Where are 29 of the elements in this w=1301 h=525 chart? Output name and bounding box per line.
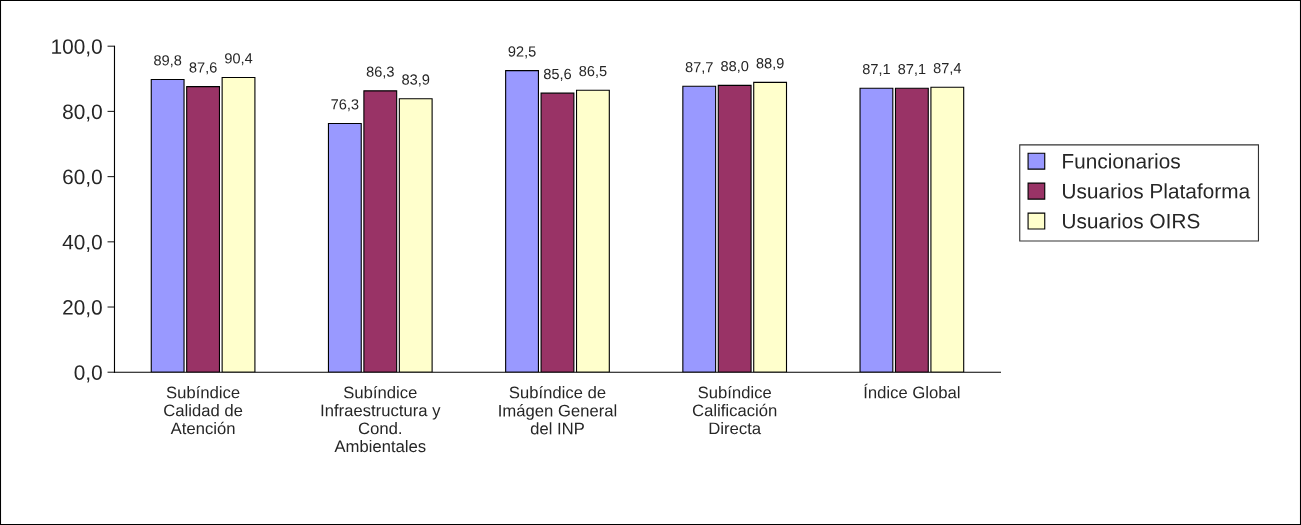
x-tick-label: Índice Global bbox=[864, 383, 960, 399]
x-tick-label: Subíndice Calificación Directa bbox=[692, 385, 777, 435]
data-label: 76,3 bbox=[331, 99, 359, 112]
x-tick-label: Subíndice Calidad de Atención bbox=[164, 385, 243, 435]
data-label: 87,7 bbox=[685, 61, 713, 75]
data-label: 86,3 bbox=[366, 66, 394, 79]
y-tick-label: 80,0 bbox=[63, 104, 102, 122]
data-label: 83,9 bbox=[402, 74, 430, 87]
y-tick-label: 60,0 bbox=[63, 169, 102, 187]
data-label: 87,6 bbox=[189, 62, 217, 75]
y-tick-label: 100,0 bbox=[52, 39, 102, 57]
data-label: 87,1 bbox=[898, 63, 926, 76]
data-label: 90,4 bbox=[225, 53, 253, 66]
legend-label: Usuarios OIRS bbox=[1063, 213, 1200, 229]
x-tick-label: Subíndice Infraestructura y Cond. Ambientales bbox=[321, 385, 441, 453]
data-label: 89,8 bbox=[154, 55, 182, 68]
data-label: 88,0 bbox=[721, 61, 749, 74]
data-label: 87,4 bbox=[933, 62, 962, 76]
y-tick-label: 0,0 bbox=[74, 365, 102, 383]
data-label: 92,5 bbox=[508, 46, 536, 59]
data-label: 88,9 bbox=[756, 58, 784, 71]
legend-label: Funcionarios bbox=[1063, 153, 1180, 169]
data-label: 87,1 bbox=[862, 63, 890, 76]
y-tick-label: 40,0 bbox=[62, 234, 102, 253]
y-tick-label: 20,0 bbox=[63, 300, 102, 318]
x-tick-label: Subíndice de Imágen General del INP bbox=[499, 385, 617, 435]
legend-label: Usuarios Plataforma bbox=[1063, 183, 1251, 199]
data-label: 85,6 bbox=[543, 68, 572, 81]
data-label: 86,5 bbox=[579, 65, 607, 78]
